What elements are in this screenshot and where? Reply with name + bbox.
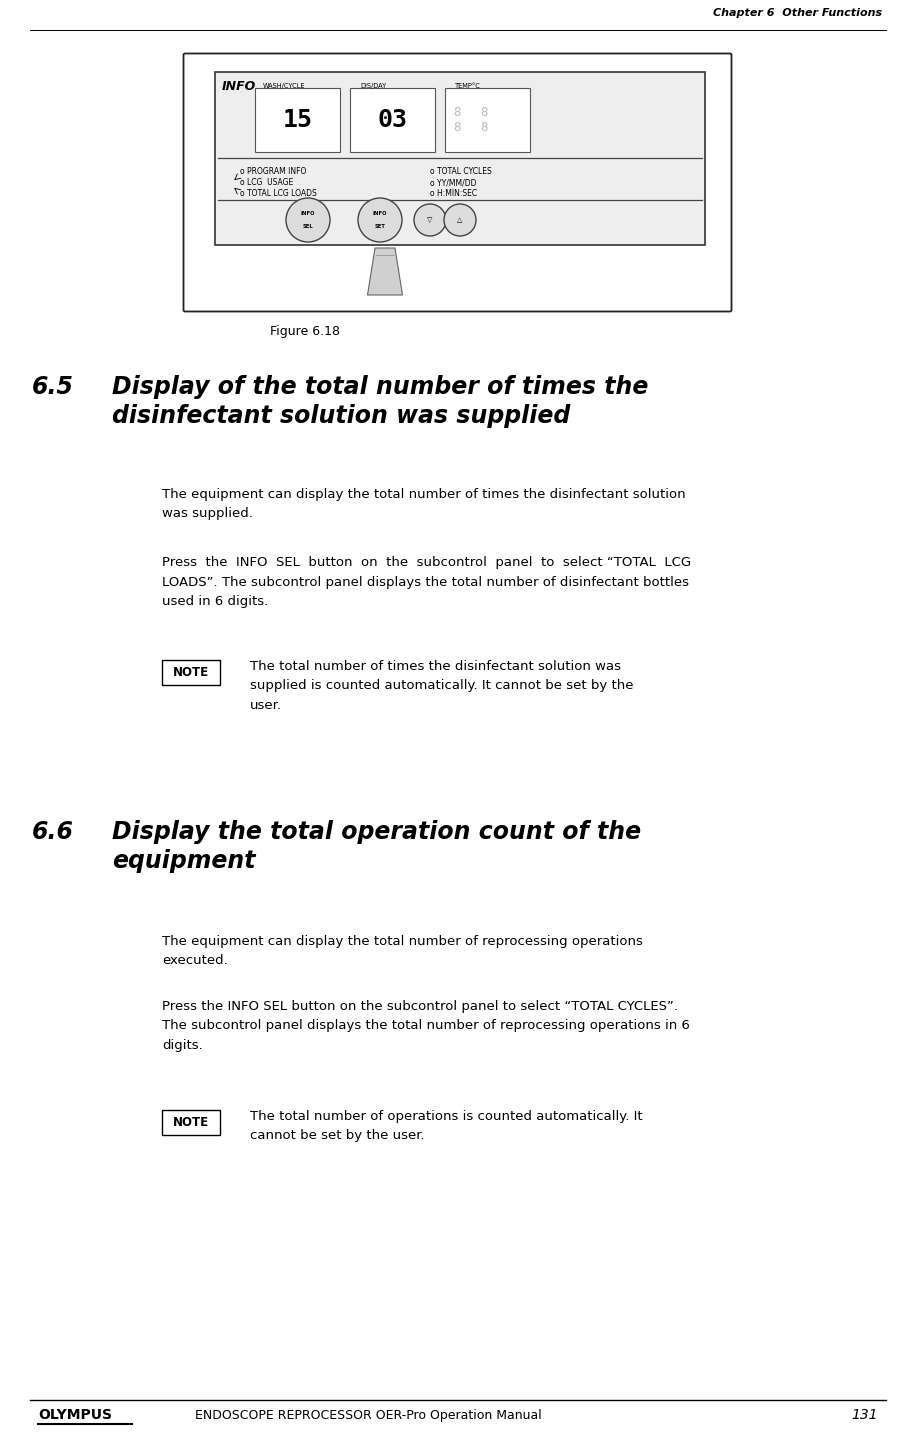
Text: SET: SET bbox=[375, 224, 386, 229]
Text: Press the INFO SEL button on the subcontrol panel to select “TOTAL CYCLES”.
The : Press the INFO SEL button on the subcont… bbox=[162, 999, 690, 1053]
Bar bbox=[162, 1110, 220, 1134]
Text: OLYMPUS: OLYMPUS bbox=[38, 1408, 112, 1423]
Polygon shape bbox=[367, 248, 402, 295]
Circle shape bbox=[286, 198, 330, 242]
Text: NOTE: NOTE bbox=[173, 1116, 209, 1129]
Text: o LCG  USAGE: o LCG USAGE bbox=[240, 178, 293, 186]
Bar bbox=[445, 87, 530, 152]
Text: DIS/DAY: DIS/DAY bbox=[360, 83, 387, 89]
Bar bbox=[215, 72, 705, 245]
Text: o TOTAL LCG LOADS: o TOTAL LCG LOADS bbox=[240, 189, 317, 198]
Text: △: △ bbox=[457, 217, 463, 224]
Text: 03: 03 bbox=[377, 108, 408, 132]
Text: o PROGRAM INFO: o PROGRAM INFO bbox=[240, 166, 306, 176]
Text: The total number of operations is counted automatically. It
cannot be set by the: The total number of operations is counte… bbox=[250, 1110, 643, 1143]
Text: INFO: INFO bbox=[373, 211, 387, 217]
Text: 8
8: 8 8 bbox=[480, 106, 487, 133]
Circle shape bbox=[444, 204, 476, 237]
Text: ENDOSCOPE REPROCESSOR OER-Pro Operation Manual: ENDOSCOPE REPROCESSOR OER-Pro Operation … bbox=[195, 1408, 541, 1421]
Text: SEL: SEL bbox=[302, 224, 313, 229]
Text: Figure 6.18: Figure 6.18 bbox=[270, 326, 340, 338]
Text: INFO: INFO bbox=[222, 80, 256, 93]
Text: o H:MIN:SEC: o H:MIN:SEC bbox=[430, 189, 477, 198]
Text: 6.6: 6.6 bbox=[32, 820, 74, 845]
Text: Press  the  INFO  SEL  button  on  the  subcontrol  panel  to  select “TOTAL  LC: Press the INFO SEL button on the subcont… bbox=[162, 556, 692, 608]
Circle shape bbox=[414, 204, 446, 237]
Text: The total number of times the disinfectant solution was
supplied is counted auto: The total number of times the disinfecta… bbox=[250, 660, 634, 713]
Text: The equipment can display the total number of times the disinfectant solution
wa: The equipment can display the total numb… bbox=[162, 488, 685, 521]
Text: TEMP°C: TEMP°C bbox=[455, 83, 481, 89]
Text: 8
8: 8 8 bbox=[453, 106, 461, 133]
Bar bbox=[162, 660, 220, 685]
Text: The equipment can display the total number of reprocessing operations
executed.: The equipment can display the total numb… bbox=[162, 935, 643, 968]
Text: NOTE: NOTE bbox=[173, 665, 209, 680]
Text: Display of the total number of times the
disinfectant solution was supplied: Display of the total number of times the… bbox=[112, 376, 649, 427]
FancyBboxPatch shape bbox=[183, 53, 732, 311]
Bar bbox=[255, 87, 340, 152]
Text: WASH/CYCLE: WASH/CYCLE bbox=[263, 83, 306, 89]
Text: Chapter 6  Other Functions: Chapter 6 Other Functions bbox=[713, 9, 882, 19]
Text: 131: 131 bbox=[851, 1408, 878, 1423]
Text: 6.5: 6.5 bbox=[32, 376, 74, 399]
Text: INFO: INFO bbox=[300, 211, 315, 217]
Text: o TOTAL CYCLES: o TOTAL CYCLES bbox=[430, 166, 492, 176]
Bar bbox=[350, 87, 435, 152]
Circle shape bbox=[358, 198, 402, 242]
Text: Display the total operation count of the
equipment: Display the total operation count of the… bbox=[112, 820, 641, 873]
Text: 15: 15 bbox=[282, 108, 312, 132]
Text: o YY/MM/DD: o YY/MM/DD bbox=[430, 178, 476, 186]
Text: ▽: ▽ bbox=[427, 217, 432, 224]
